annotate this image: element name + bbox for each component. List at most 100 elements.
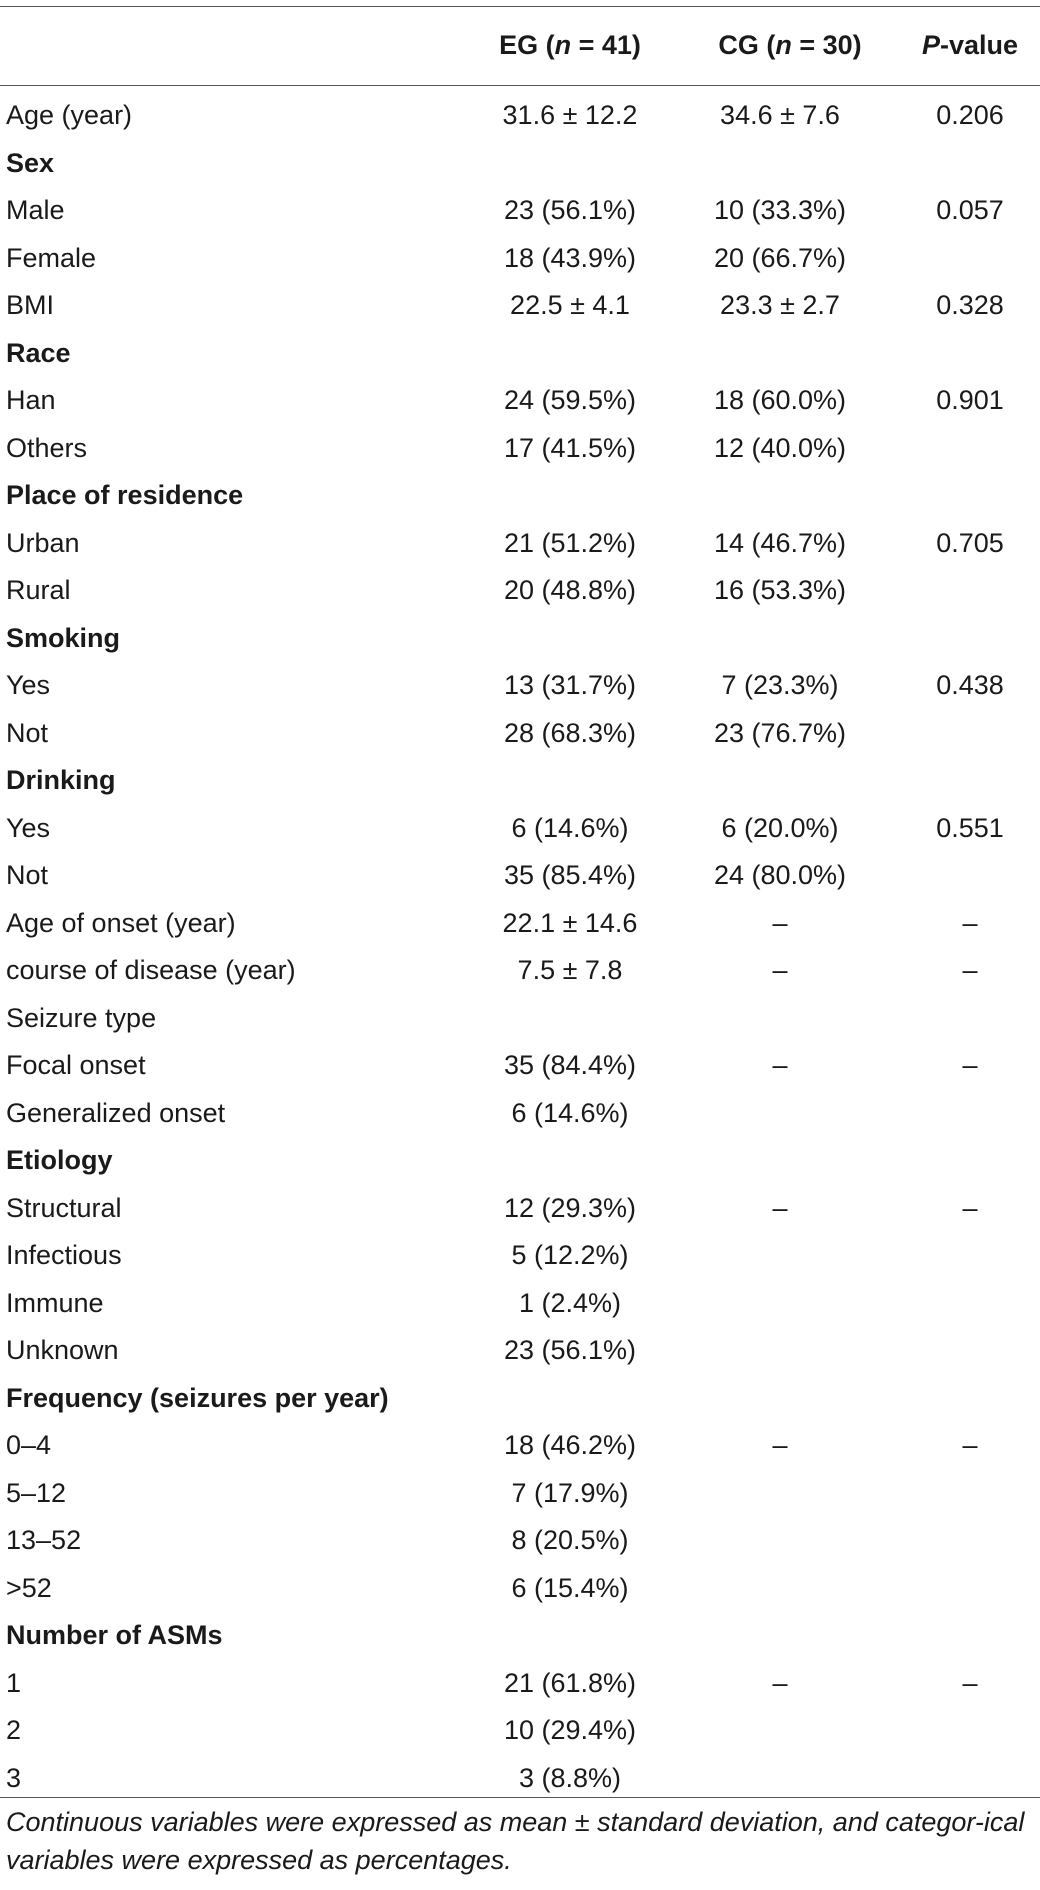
header-p-italic: P (921, 30, 940, 60)
table-row: Yes 6 (14.6%) 6 (20.0%) 0.551 (0, 808, 1040, 856)
table-row: 1 21 (61.8%) – – (0, 1663, 1040, 1711)
row-cg-value: – (772, 1050, 788, 1080)
table-section-row: Drinking (0, 760, 1040, 808)
row-cg-value: 24 (80.0%) (713, 860, 847, 890)
row-cg-value: 23.3 ± 2.7 (720, 290, 840, 320)
row-label: Rural (6, 575, 71, 605)
row-p-value: 0.901 (936, 385, 1004, 415)
table-row: Focal onset 35 (84.4%) – – (0, 1045, 1040, 1093)
row-eg-value: 6 (15.4%) (511, 1572, 629, 1603)
table-section-row: Frequency (seizures per year) (0, 1378, 1040, 1426)
row-label: Focal onset (6, 1050, 146, 1080)
row-p-value: – (962, 1430, 978, 1460)
table-row: 2 10 (29.4%) (0, 1710, 1040, 1758)
row-cg-value: 34.6 ± 7.6 (720, 100, 840, 130)
row-label: Female (6, 242, 97, 273)
row-label: Urban (6, 527, 80, 558)
row-cg-value: 18 (60.0%) (713, 385, 847, 415)
row-eg-value: 7 (17.9%) (511, 1477, 629, 1508)
row-p-value: – (962, 955, 978, 985)
row-cg-value: 12 (40.0%) (713, 432, 847, 463)
table-row: Age of onset (year) 22.1 ± 14.6 – – (0, 903, 1040, 951)
table-body: Age (year) 31.6 ± 12.2 34.6 ± 7.6 0.206 Sex M… (0, 95, 1040, 1805)
row-cg-value: 20 (66.7%) (713, 242, 847, 273)
row-label: Seizure type (6, 1002, 157, 1033)
table-row: Urban 21 (51.2%) 14 (46.7%) 0.705 (0, 523, 1040, 571)
table-row: Unknown 23 (56.1%) (0, 1330, 1040, 1378)
table-row: BMI 22.5 ± 4.1 23.3 ± 2.7 0.328 (0, 285, 1040, 333)
table-row: Not 28 (68.3%) 23 (76.7%) (0, 713, 1040, 761)
table-row: 0–4 18 (46.2%) – – (0, 1425, 1040, 1473)
table-section-row: Number of ASMs (0, 1615, 1040, 1663)
header-p-value: P-value (900, 28, 1040, 62)
row-label: Generalized onset (6, 1097, 226, 1128)
header-eg-suffix: = 41) (571, 30, 641, 60)
header-eg-n: n (554, 30, 572, 60)
row-cg-value: 6 (20.0%) (721, 812, 839, 843)
row-label: Infectious (6, 1240, 122, 1270)
row-eg-value: 18 (43.9%) (503, 242, 637, 273)
row-label: Others (6, 432, 88, 463)
row-label: 1 (6, 1667, 22, 1698)
header-cg-prefix: CG ( (718, 30, 776, 60)
row-label: Male (6, 195, 65, 225)
row-eg-value: 7.5 ± 7.8 (517, 955, 623, 985)
bottom-rule (0, 1797, 1040, 1798)
row-cg-value: 23 (76.7%) (713, 717, 847, 748)
row-cg-value: – (772, 1192, 788, 1223)
row-p-value: 0.057 (936, 195, 1004, 225)
row-cg-value: 10 (33.3%) (713, 195, 847, 225)
table-row: Age (year) 31.6 ± 12.2 34.6 ± 7.6 0.206 (0, 95, 1040, 143)
row-eg-value: 18 (46.2%) (503, 1430, 637, 1460)
table-header: EG (n = 41) CG (n = 30) P-value (0, 6, 1040, 85)
row-eg-value: 22.1 ± 14.6 (502, 907, 638, 938)
table-row: Female 18 (43.9%) 20 (66.7%) (0, 238, 1040, 286)
row-p-value: – (962, 1667, 978, 1698)
row-eg-value: 24 (59.5%) (503, 385, 637, 415)
row-cg-value: 16 (53.3%) (713, 575, 847, 605)
row-label: Etiology (6, 1145, 113, 1175)
row-eg-value: 5 (12.2%) (511, 1240, 629, 1270)
row-label: Sex (6, 147, 55, 178)
row-eg-value: 21 (51.2%) (503, 527, 637, 558)
row-eg-value: 6 (14.6%) (511, 1097, 629, 1128)
row-label: 3 (6, 1762, 22, 1793)
row-label: Not (6, 717, 49, 748)
table-row: course of disease (year) 7.5 ± 7.8 – – (0, 950, 1040, 998)
row-eg-value: 1 (2.4%) (518, 1287, 622, 1318)
row-eg-value: 8 (20.5%) (511, 1525, 629, 1555)
table-section-row: Etiology (0, 1140, 1040, 1188)
row-label: Smoking (6, 622, 121, 653)
table-section-row: Sex (0, 143, 1040, 191)
row-label: 2 (6, 1715, 22, 1745)
row-cg-value: – (772, 1430, 788, 1460)
row-label: Yes (6, 812, 51, 843)
table-section-row: Race (0, 333, 1040, 381)
row-eg-value: 13 (31.7%) (503, 670, 637, 700)
table-row: Rural 20 (48.8%) 16 (53.3%) (0, 570, 1040, 618)
row-label: Structural (6, 1192, 122, 1223)
row-label: Place of residence (6, 480, 244, 510)
header-eg-prefix: EG ( (499, 30, 555, 60)
row-eg-value: 3 (8.8%) (518, 1762, 622, 1793)
row-label: >52 (6, 1572, 52, 1603)
table-row: Generalized onset 6 (14.6%) (0, 1093, 1040, 1141)
header-rule (0, 85, 1040, 86)
table-row: Not 35 (85.4%) 24 (80.0%) (0, 855, 1040, 903)
table-row: Male 23 (56.1%) 10 (33.3%) 0.057 (0, 190, 1040, 238)
row-p-value: – (962, 1050, 978, 1080)
table-row: >52 6 (15.4%) (0, 1568, 1040, 1616)
row-p-value: – (962, 907, 978, 938)
table-row: Yes 13 (31.7%) 7 (23.3%) 0.438 (0, 665, 1040, 713)
header-cg: CG (n = 30) (700, 28, 880, 62)
table-row: Han 24 (59.5%) 18 (60.0%) 0.901 (0, 380, 1040, 428)
row-eg-value: 35 (84.4%) (503, 1050, 637, 1080)
row-label: Race (6, 337, 71, 368)
row-label: Unknown (6, 1335, 119, 1365)
table-row: Infectious 5 (12.2%) (0, 1235, 1040, 1283)
row-label: Frequency (seizures per year) (6, 1382, 389, 1413)
row-eg-value: 23 (56.1%) (503, 1335, 637, 1365)
row-label: Not (6, 860, 49, 890)
row-label: Number of ASMs (6, 1620, 223, 1650)
